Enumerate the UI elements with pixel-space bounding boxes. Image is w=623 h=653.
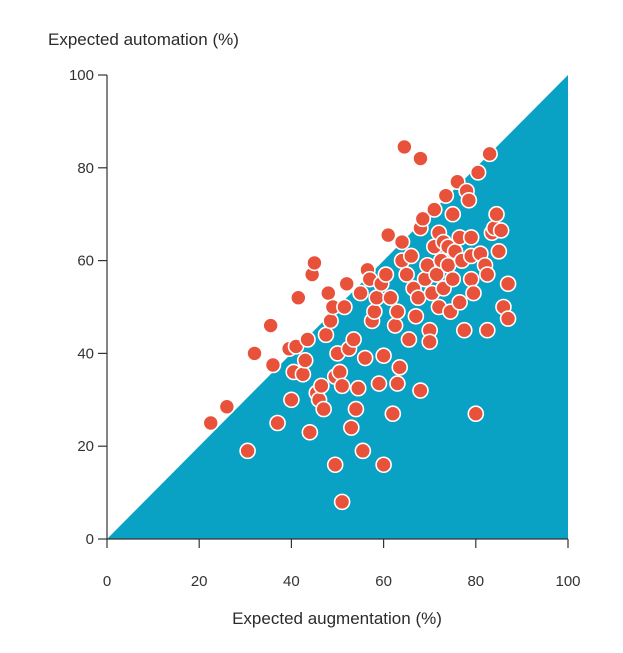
data-point	[338, 275, 356, 293]
axes	[106, 75, 568, 540]
data-point	[354, 442, 372, 460]
x-tick-label: 40	[283, 573, 300, 590]
x-ticks: 0 20 40 60 80 100	[103, 539, 581, 590]
data-point	[313, 377, 330, 395]
data-point	[262, 317, 279, 334]
data-point	[326, 456, 344, 474]
data-point	[499, 275, 517, 293]
data-point	[409, 289, 427, 307]
data-point	[368, 289, 385, 307]
data-point	[426, 201, 443, 218]
data-point	[239, 442, 256, 460]
data-point	[379, 226, 397, 244]
data-point	[218, 398, 236, 416]
data-point	[462, 270, 480, 288]
data-point	[377, 266, 395, 283]
x-tick-label: 100	[555, 573, 580, 590]
data-point	[396, 138, 413, 156]
x-tick-label: 60	[375, 573, 392, 590]
y-tick-label: 80	[77, 160, 94, 177]
data-point	[391, 359, 409, 376]
data-point	[479, 321, 496, 339]
data-points	[202, 138, 517, 511]
data-point	[412, 150, 429, 167]
data-point	[269, 414, 286, 432]
data-point	[398, 266, 415, 283]
y-ticks: 0 20 40 60 80 100	[69, 67, 107, 548]
data-point	[349, 379, 367, 397]
x-axis-title: Expected augmentation (%)	[232, 609, 442, 628]
data-point	[499, 310, 517, 327]
y-tick-label: 0	[86, 531, 94, 548]
data-point	[347, 400, 365, 418]
data-point	[444, 270, 462, 288]
data-point	[366, 303, 383, 320]
data-point	[315, 400, 332, 418]
data-point	[301, 423, 319, 441]
data-point	[345, 331, 362, 348]
data-point	[437, 187, 455, 204]
y-tick-label: 20	[77, 438, 94, 455]
y-tick-label: 40	[77, 345, 94, 362]
data-point	[382, 289, 399, 307]
data-point	[455, 321, 473, 339]
data-point	[246, 345, 263, 362]
data-point	[290, 289, 307, 307]
data-point	[389, 303, 406, 320]
data-point	[460, 191, 478, 209]
data-point	[412, 382, 429, 399]
data-point	[400, 331, 418, 348]
data-point	[264, 356, 282, 374]
x-tick-label: 0	[103, 573, 111, 590]
data-point	[490, 243, 508, 260]
data-point	[462, 229, 480, 246]
x-tick-label: 20	[191, 573, 208, 590]
data-point	[370, 375, 388, 392]
data-point	[444, 205, 462, 223]
data-point	[356, 349, 374, 367]
data-point	[492, 222, 510, 239]
data-point	[386, 317, 404, 334]
data-point	[451, 294, 468, 311]
data-point	[336, 298, 353, 316]
data-point	[384, 405, 402, 423]
data-point	[488, 205, 505, 223]
data-point	[469, 164, 487, 181]
data-point	[283, 391, 300, 409]
data-point	[414, 210, 432, 228]
data-point	[319, 284, 337, 302]
data-point	[333, 377, 351, 395]
data-point	[402, 247, 420, 265]
data-point	[333, 493, 351, 511]
y-tick-label: 60	[77, 253, 94, 270]
data-point	[393, 233, 411, 251]
y-tick-label: 100	[69, 67, 94, 84]
data-point	[202, 414, 220, 432]
data-point	[331, 363, 349, 381]
data-point	[299, 331, 316, 348]
data-point	[306, 254, 323, 272]
data-point	[439, 256, 457, 274]
data-point	[481, 145, 498, 163]
data-point	[343, 419, 360, 436]
data-point	[389, 375, 406, 392]
data-point	[317, 326, 335, 344]
data-point	[322, 312, 339, 330]
data-point	[421, 333, 439, 351]
data-point	[375, 456, 392, 474]
data-point	[294, 365, 312, 383]
data-point	[352, 284, 369, 302]
data-point	[296, 352, 314, 369]
data-point	[465, 284, 482, 302]
data-point	[407, 307, 425, 325]
data-point	[375, 347, 392, 365]
y-axis-title: Expected automation (%)	[48, 30, 239, 49]
data-point	[467, 405, 485, 423]
x-tick-label: 80	[467, 573, 484, 590]
data-point	[479, 266, 496, 283]
